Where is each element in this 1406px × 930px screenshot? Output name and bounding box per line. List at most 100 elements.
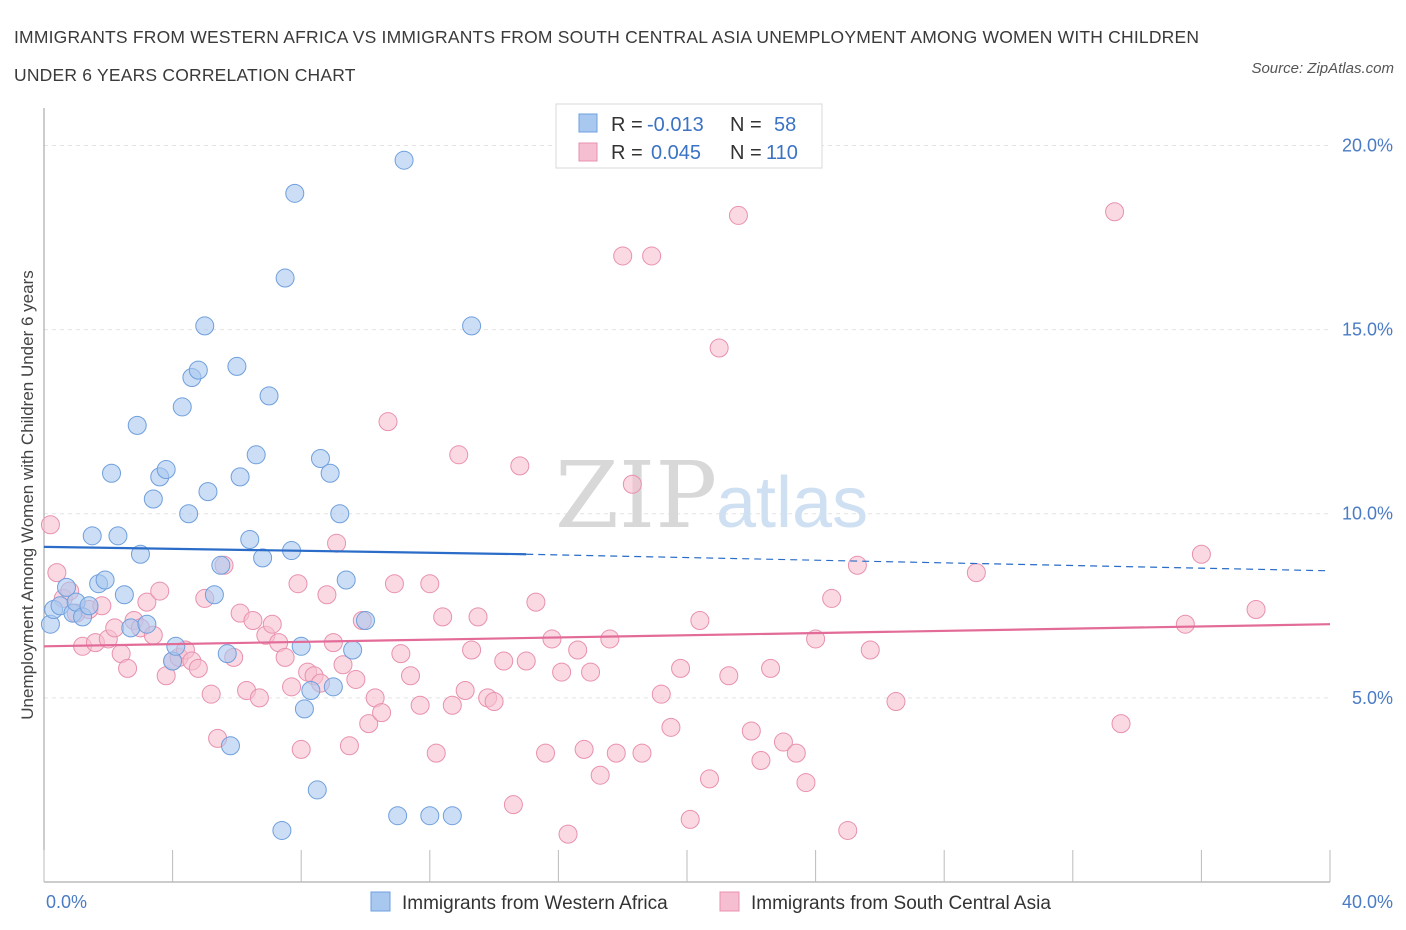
scatter-point-south-central-asia	[886, 692, 906, 712]
scatter-point-south-central-asia	[822, 588, 842, 608]
scatter-point-western-africa	[275, 268, 295, 288]
y-axis-title: Unemployment Among Women with Children U…	[18, 270, 37, 719]
scatter-point-south-central-asia	[847, 555, 867, 575]
scatter-point-south-central-asia	[1191, 544, 1211, 564]
scatter-point-western-africa	[130, 544, 150, 564]
scatter-point-western-africa	[301, 681, 321, 700]
trend-line-south-central-asia	[43, 623, 1331, 648]
legend-label-western-africa: Immigrants from Western Africa	[402, 893, 668, 914]
scatter-point-south-central-asia	[796, 773, 816, 793]
y-tick-label: 15.0%	[1342, 320, 1393, 340]
y-axis-tick-labels: 5.0% 10.0% 15.0% 20.0%	[1342, 135, 1393, 707]
stats-r-value-pink: 0.045	[651, 142, 701, 164]
scatter-point-south-central-asia	[838, 820, 858, 840]
scatter-point-western-africa	[127, 415, 147, 435]
scatter-point-western-africa	[198, 482, 218, 502]
scatter-point-south-central-asia	[651, 684, 671, 704]
scatter-point-western-africa	[253, 548, 273, 568]
scatter-point-south-central-asia	[1246, 599, 1266, 619]
scatter-point-south-central-asia	[468, 607, 488, 627]
scatter-point-south-central-asia	[262, 614, 282, 634]
scatter-point-western-africa	[310, 448, 330, 468]
series-western-africa-points	[40, 150, 482, 840]
stats-legend-box	[555, 103, 823, 169]
scatter-point-western-africa	[211, 555, 231, 575]
scatter-point-south-central-asia	[455, 681, 475, 700]
scatter-point-south-central-asia	[680, 809, 700, 829]
x-axis-ticks	[43, 850, 1331, 882]
scatter-point-western-africa	[179, 504, 199, 524]
scatter-point-south-central-asia	[510, 456, 530, 476]
stats-n-label-pink: N =	[730, 142, 762, 164]
scatter-point-south-central-asia	[137, 592, 157, 612]
scatter-point-south-central-asia	[384, 574, 404, 594]
y-tick-label: 20.0%	[1342, 135, 1393, 155]
scatter-point-western-africa	[195, 316, 215, 336]
scatter-point-south-central-asia	[323, 633, 343, 653]
scatter-point-western-africa	[156, 460, 176, 480]
scatter-point-western-africa	[204, 585, 224, 605]
scatter-point-south-central-asia	[410, 695, 430, 715]
scatter-point-south-central-asia	[568, 640, 588, 660]
legend-label-south-central-asia: Immigrants from South Central Asia	[751, 893, 1051, 914]
scatter-point-western-africa	[114, 585, 134, 605]
scatter-point-western-africa	[323, 677, 343, 697]
scatter-point-south-central-asia	[600, 629, 620, 649]
scatter-point-western-africa	[57, 577, 77, 597]
scatter-point-south-central-asia	[632, 743, 652, 763]
scatter-point-south-central-asia	[494, 651, 514, 671]
scatter-point-western-africa	[230, 467, 250, 487]
scatter-point-western-africa	[95, 570, 115, 590]
scatter-point-south-central-asia	[105, 618, 125, 638]
scatter-point-western-africa	[121, 618, 141, 638]
stats-r-label-pink: R =	[611, 142, 643, 164]
scatter-point-western-africa	[246, 445, 266, 465]
series-south-central-asia-points	[40, 202, 1266, 844]
scatter-point-south-central-asia	[516, 651, 536, 671]
scatter-point-south-central-asia	[359, 714, 379, 734]
scatter-point-south-central-asia	[243, 611, 263, 631]
scatter-point-south-central-asia	[1175, 614, 1195, 634]
y-tick-label: 5.0%	[1352, 688, 1393, 708]
scatter-point-south-central-asia	[401, 666, 421, 686]
scatter-point-south-central-asia	[327, 533, 347, 553]
scatter-point-western-africa	[166, 636, 186, 656]
scatter-point-western-africa	[462, 316, 482, 336]
stats-legend: R = -0.013 N = 58 R = 0.045 N = 110	[555, 103, 823, 169]
scatter-point-western-africa	[240, 530, 260, 550]
scatter-point-south-central-asia	[700, 769, 720, 789]
stats-n-value-blue: 58	[774, 114, 796, 136]
scatter-point-south-central-asia	[719, 666, 739, 686]
scatter-point-western-africa	[143, 489, 163, 509]
scatter-point-south-central-asia	[552, 662, 572, 682]
scatter-point-south-central-asia	[613, 246, 633, 266]
y-tick-label: 10.0%	[1342, 504, 1393, 524]
scatter-point-south-central-asia	[150, 581, 170, 601]
scatter-point-south-central-asia	[590, 765, 610, 785]
scatter-point-south-central-asia	[642, 246, 662, 266]
scatter-point-south-central-asia	[786, 743, 806, 763]
stats-n-label-blue: N =	[730, 114, 762, 136]
scatter-point-south-central-asia	[378, 412, 398, 432]
scatter-point-south-central-asia	[372, 703, 392, 723]
scatter-point-south-central-asia	[291, 739, 311, 759]
scatter-point-south-central-asia	[188, 658, 208, 678]
scatter-point-western-africa	[291, 636, 311, 656]
scatter-point-south-central-asia	[542, 629, 562, 649]
scatter-point-western-africa	[420, 806, 440, 826]
scatter-point-western-africa	[285, 183, 305, 203]
scatter-point-western-africa	[356, 611, 375, 631]
scatter-point-south-central-asia	[503, 795, 523, 815]
scatter-point-south-central-asia	[1105, 202, 1125, 222]
scatter-point-south-central-asia	[201, 684, 221, 704]
scatter-point-south-central-asia	[339, 736, 359, 756]
scatter-point-south-central-asia	[622, 474, 642, 494]
scatter-point-south-central-asia	[346, 669, 366, 689]
scatter-point-south-central-asia	[709, 338, 729, 358]
scatter-point-south-central-asia	[661, 717, 681, 737]
scatter-point-south-central-asia	[40, 515, 60, 535]
legend-swatch-south-central-asia	[719, 891, 740, 912]
scatter-point-south-central-asia	[420, 574, 440, 594]
scatter-point-western-africa	[388, 806, 408, 826]
